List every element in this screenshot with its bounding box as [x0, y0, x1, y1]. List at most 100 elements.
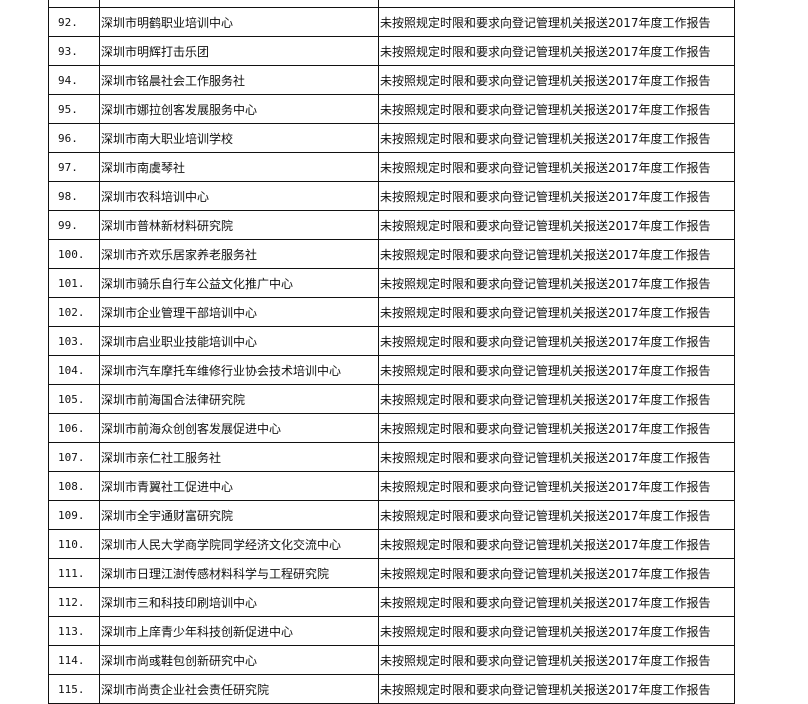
table-row: 115. 深圳市尚责企业社会责任研究院 未按照规定时限和要求向登记管理机关报送201…	[48, 674, 735, 704]
organization-name-cell: 深圳市明鹤职业培训中心	[99, 7, 379, 37]
row-number-cell: 92.	[48, 7, 100, 37]
reason-cell: 未按照规定时限和要求向登记管理机关报送2017年度工作报告	[378, 442, 735, 472]
row-number-cell: 99.	[48, 210, 100, 240]
row-number-cell: 111.	[48, 558, 100, 588]
row-number-cell: 104.	[48, 355, 100, 385]
table-row: 102. 深圳市企业管理干部培训中心 未按照规定时限和要求向登记管理机关报送2017…	[48, 297, 735, 327]
row-number-cell: 106.	[48, 413, 100, 443]
reason-cell: 未按照规定时限和要求向登记管理机关报送2017年度工作报告	[378, 65, 735, 95]
row-number-cell: 100.	[48, 239, 100, 269]
reason-cell: 未按照规定时限和要求向登记管理机关报送2017年度工作报告	[378, 674, 735, 704]
organization-name-cell	[99, 0, 379, 8]
reason-cell: 未按照规定时限和要求向登记管理机关报送2017年度工作报告	[378, 326, 735, 356]
organization-name-cell: 深圳市娜拉创客发展服务中心	[99, 94, 379, 124]
reason-cell: 未按照规定时限和要求向登记管理机关报送2017年度工作报告	[378, 355, 735, 385]
table-row: 114. 深圳市尚彧鞋包创新研究中心 未按照规定时限和要求向登记管理机关报送2017…	[48, 645, 735, 675]
reason-cell: 未按照规定时限和要求向登记管理机关报送2017年度工作报告	[378, 152, 735, 182]
organization-name-cell: 深圳市青翼社工促进中心	[99, 471, 379, 501]
reason-cell: 未按照规定时限和要求向登记管理机关报送2017年度工作报告	[378, 94, 735, 124]
table-row: 110. 深圳市人民大学商学院同学经济文化交流中心 未按照规定时限和要求向登记管理机…	[48, 529, 735, 559]
organization-name-cell: 深圳市南大职业培训学校	[99, 123, 379, 153]
row-number-cell: 94.	[48, 65, 100, 95]
reason-cell: 未按照规定时限和要求向登记管理机关报送2017年度工作报告	[378, 210, 735, 240]
table-row: 99. 深圳市普林新材料研究院 未按照规定时限和要求向登记管理机关报送2017年度工…	[48, 210, 735, 240]
organization-name-cell: 深圳市前海国合法律研究院	[99, 384, 379, 414]
reason-cell: 未按照规定时限和要求向登记管理机关报送2017年度工作报告	[378, 471, 735, 501]
organization-name-cell: 深圳市日理江澍传感材料科学与工程研究院	[99, 558, 379, 588]
table-row: 108. 深圳市青翼社工促进中心 未按照规定时限和要求向登记管理机关报送2017年度…	[48, 471, 735, 501]
table-row: 101. 深圳市骑乐自行车公益文化推广中心 未按照规定时限和要求向登记管理机关报送2…	[48, 268, 735, 298]
reason-cell: 未按照规定时限和要求向登记管理机关报送2017年度工作报告	[378, 36, 735, 66]
table-row: 92. 深圳市明鹤职业培训中心 未按照规定时限和要求向登记管理机关报送2017年度工…	[48, 7, 735, 37]
row-number-cell: 110.	[48, 529, 100, 559]
row-number-cell: 95.	[48, 94, 100, 124]
table-row: 95. 深圳市娜拉创客发展服务中心 未按照规定时限和要求向登记管理机关报送2017年…	[48, 94, 735, 124]
organization-name-cell: 深圳市农科培训中心	[99, 181, 379, 211]
organization-name-cell: 深圳市骑乐自行车公益文化推广中心	[99, 268, 379, 298]
organization-name-cell: 深圳市人民大学商学院同学经济文化交流中心	[99, 529, 379, 559]
organization-list-table: 92. 深圳市明鹤职业培训中心 未按照规定时限和要求向登记管理机关报送2017年度工…	[48, 0, 735, 704]
table-body: 92. 深圳市明鹤职业培训中心 未按照规定时限和要求向登记管理机关报送2017年度工…	[48, 0, 735, 704]
row-number-cell: 109.	[48, 500, 100, 530]
reason-cell	[378, 0, 735, 8]
reason-cell: 未按照规定时限和要求向登记管理机关报送2017年度工作报告	[378, 587, 735, 617]
row-number-cell: 102.	[48, 297, 100, 327]
table-row: 111. 深圳市日理江澍传感材料科学与工程研究院 未按照规定时限和要求向登记管理机关…	[48, 558, 735, 588]
organization-name-cell: 深圳市三和科技印刷培训中心	[99, 587, 379, 617]
reason-cell: 未按照规定时限和要求向登记管理机关报送2017年度工作报告	[378, 239, 735, 269]
row-number-cell: 96.	[48, 123, 100, 153]
row-number-cell	[48, 0, 100, 8]
organization-name-cell: 深圳市启业职业技能培训中心	[99, 326, 379, 356]
table-row: 96. 深圳市南大职业培训学校 未按照规定时限和要求向登记管理机关报送2017年度工…	[48, 123, 735, 153]
table-row: 93. 深圳市明辉打击乐团 未按照规定时限和要求向登记管理机关报送2017年度工作报…	[48, 36, 735, 66]
reason-cell: 未按照规定时限和要求向登记管理机关报送2017年度工作报告	[378, 558, 735, 588]
reason-cell: 未按照规定时限和要求向登记管理机关报送2017年度工作报告	[378, 297, 735, 327]
table-row	[48, 0, 735, 8]
organization-name-cell: 深圳市前海众创创客发展促进中心	[99, 413, 379, 443]
row-number-cell: 97.	[48, 152, 100, 182]
organization-name-cell: 深圳市明辉打击乐团	[99, 36, 379, 66]
organization-name-cell: 深圳市亲仁社工服务社	[99, 442, 379, 472]
reason-cell: 未按照规定时限和要求向登记管理机关报送2017年度工作报告	[378, 123, 735, 153]
row-number-cell: 112.	[48, 587, 100, 617]
reason-cell: 未按照规定时限和要求向登记管理机关报送2017年度工作报告	[378, 645, 735, 675]
row-number-cell: 105.	[48, 384, 100, 414]
row-number-cell: 93.	[48, 36, 100, 66]
reason-cell: 未按照规定时限和要求向登记管理机关报送2017年度工作报告	[378, 500, 735, 530]
row-number-cell: 114.	[48, 645, 100, 675]
row-number-cell: 108.	[48, 471, 100, 501]
table-row: 106. 深圳市前海众创创客发展促进中心 未按照规定时限和要求向登记管理机关报送20…	[48, 413, 735, 443]
row-number-cell: 101.	[48, 268, 100, 298]
organization-name-cell: 深圳市上庠青少年科技创新促进中心	[99, 616, 379, 646]
table-row: 97. 深圳市南虞琴社 未按照规定时限和要求向登记管理机关报送2017年度工作报告	[48, 152, 735, 182]
organization-name-cell: 深圳市企业管理干部培训中心	[99, 297, 379, 327]
organization-name-cell: 深圳市尚彧鞋包创新研究中心	[99, 645, 379, 675]
organization-name-cell: 深圳市尚责企业社会责任研究院	[99, 674, 379, 704]
organization-name-cell: 深圳市铭晨社会工作服务社	[99, 65, 379, 95]
organization-name-cell: 深圳市汽车摩托车维修行业协会技术培训中心	[99, 355, 379, 385]
row-number-cell: 98.	[48, 181, 100, 211]
table-row: 103. 深圳市启业职业技能培训中心 未按照规定时限和要求向登记管理机关报送2017…	[48, 326, 735, 356]
organization-name-cell: 深圳市南虞琴社	[99, 152, 379, 182]
organization-name-cell: 深圳市全宇通财富研究院	[99, 500, 379, 530]
row-number-cell: 107.	[48, 442, 100, 472]
row-number-cell: 103.	[48, 326, 100, 356]
organization-name-cell: 深圳市普林新材料研究院	[99, 210, 379, 240]
row-number-cell: 115.	[48, 674, 100, 704]
table-row: 98. 深圳市农科培训中心 未按照规定时限和要求向登记管理机关报送2017年度工作报…	[48, 181, 735, 211]
table-row: 109. 深圳市全宇通财富研究院 未按照规定时限和要求向登记管理机关报送2017年度…	[48, 500, 735, 530]
table-row: 107. 深圳市亲仁社工服务社 未按照规定时限和要求向登记管理机关报送2017年度工…	[48, 442, 735, 472]
reason-cell: 未按照规定时限和要求向登记管理机关报送2017年度工作报告	[378, 268, 735, 298]
table-row: 104. 深圳市汽车摩托车维修行业协会技术培训中心 未按照规定时限和要求向登记管理机…	[48, 355, 735, 385]
table-row: 105. 深圳市前海国合法律研究院 未按照规定时限和要求向登记管理机关报送2017年…	[48, 384, 735, 414]
table-row: 94. 深圳市铭晨社会工作服务社 未按照规定时限和要求向登记管理机关报送2017年度…	[48, 65, 735, 95]
organization-name-cell: 深圳市齐欢乐居家养老服务社	[99, 239, 379, 269]
table-row: 112. 深圳市三和科技印刷培训中心 未按照规定时限和要求向登记管理机关报送2017…	[48, 587, 735, 617]
table-row: 113. 深圳市上庠青少年科技创新促进中心 未按照规定时限和要求向登记管理机关报送2…	[48, 616, 735, 646]
table-row: 100. 深圳市齐欢乐居家养老服务社 未按照规定时限和要求向登记管理机关报送2017…	[48, 239, 735, 269]
reason-cell: 未按照规定时限和要求向登记管理机关报送2017年度工作报告	[378, 616, 735, 646]
reason-cell: 未按照规定时限和要求向登记管理机关报送2017年度工作报告	[378, 7, 735, 37]
reason-cell: 未按照规定时限和要求向登记管理机关报送2017年度工作报告	[378, 384, 735, 414]
reason-cell: 未按照规定时限和要求向登记管理机关报送2017年度工作报告	[378, 181, 735, 211]
reason-cell: 未按照规定时限和要求向登记管理机关报送2017年度工作报告	[378, 529, 735, 559]
